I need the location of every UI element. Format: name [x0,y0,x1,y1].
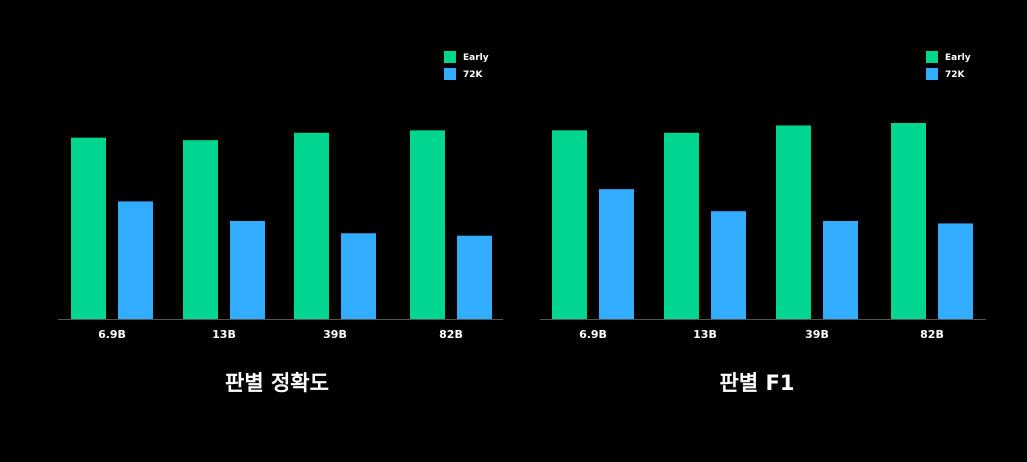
x-tick-label: 82B [920,328,944,341]
legend-swatch-early [444,51,456,63]
bar-early-6_9B [71,137,106,319]
bar-72k-82B [938,223,973,319]
bar-early-6_9B [552,130,587,319]
legend-label-early: Early [945,53,971,63]
left-chart-panel: 6.9B 13B 39B 82B Early 72K 판별 정확도 [58,51,503,395]
x-tick-label: 13B [693,328,717,341]
bar-72k-39B [341,233,376,319]
bar-72k-39B [823,221,858,319]
x-tick-label: 39B [805,328,829,341]
bar-early-13B [664,132,699,319]
bar-72k-6_9B [599,189,634,319]
right-chart-panel: 6.9B 13B 39B 82B Early 72K 판별 F1 [540,51,986,395]
bar-early-13B [183,140,218,319]
bar-72k-82B [457,235,492,319]
legend-label-72k: 72K [463,70,484,80]
legend-swatch-72k [926,68,938,80]
bar-72k-13B [230,221,265,319]
chart-title: 판별 F1 [720,371,795,395]
legend-swatch-early [926,51,938,63]
bar-early-39B [294,132,329,319]
chart-title: 판별 정확도 [225,371,329,395]
x-tick-label: 82B [439,328,463,341]
bar-72k-13B [711,211,746,319]
x-tick-label: 6.9B [579,328,607,341]
legend-label-72k: 72K [945,70,966,80]
x-tick-label: 13B [212,328,236,341]
x-tick-label: 6.9B [98,328,126,341]
bar-early-82B [891,123,926,319]
bar-early-39B [776,125,811,319]
legend-swatch-72k [444,68,456,80]
legend-label-early: Early [463,53,489,63]
bar-72k-6_9B [118,201,153,319]
bar-early-82B [410,130,445,319]
x-tick-label: 39B [323,328,347,341]
